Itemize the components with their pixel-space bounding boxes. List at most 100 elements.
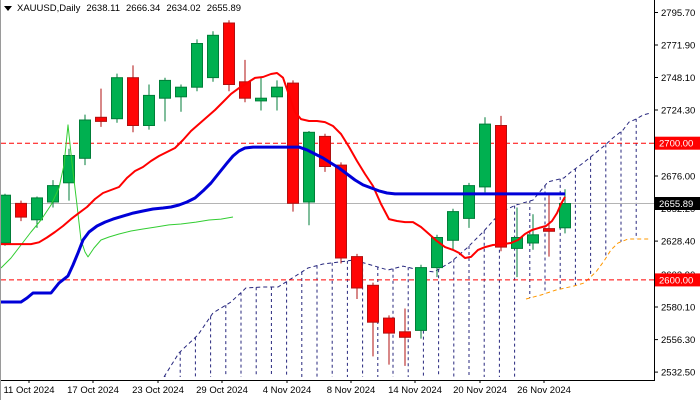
- candle-bearish: [495, 115, 507, 252]
- candle-body: [15, 202, 27, 218]
- current-price-badge-box: [655, 197, 700, 210]
- candle-body: [223, 22, 235, 85]
- candle-bearish: [15, 200, 27, 222]
- ohlc-open: 2638.11: [86, 2, 120, 14]
- candle-body: [479, 123, 491, 188]
- candle-body: [399, 331, 411, 338]
- candle-bearish: [239, 59, 251, 103]
- ohlc-close: 2655.89: [206, 2, 242, 14]
- candle-bearish: [95, 88, 107, 127]
- candle-body: [271, 86, 283, 98]
- time-tick-label: 29 Oct 2024: [196, 385, 248, 396]
- candle-body: [239, 81, 251, 99]
- chikou-span-line: [1, 124, 234, 269]
- price-tick-label: 2748.10: [661, 73, 695, 84]
- current-price-badge-text: 2655.89: [659, 199, 693, 210]
- candle-body: [303, 131, 315, 203]
- price-level-badge-260000-text: 2600.00: [659, 275, 693, 286]
- price-level-badge-270000-text: 2700.00: [659, 139, 693, 150]
- candle-body: [143, 94, 155, 127]
- candle-bearish: [351, 253, 363, 299]
- candle-bullish: [1, 193, 11, 246]
- price-tick-label: 2628.40: [661, 237, 695, 248]
- candle-bearish: [127, 65, 139, 133]
- tenkan-sen-line: [1, 72, 566, 259]
- time-tick-label: 11 Oct 2024: [3, 385, 54, 396]
- candle-body: [1, 194, 11, 244]
- candle-bullish: [31, 196, 43, 228]
- ichimoku-cloud-hatch: [164, 118, 637, 377]
- candle-body: [543, 228, 555, 232]
- candle-bullish: [191, 39, 203, 92]
- candle-bearish: [335, 162, 347, 264]
- candle-body: [463, 185, 475, 219]
- candle-body: [447, 211, 459, 241]
- candle-body: [351, 256, 363, 289]
- candle-body: [127, 77, 139, 126]
- candle-body: [175, 86, 187, 98]
- candle-bullish: [271, 80, 283, 111]
- price-level-badge-270000: 2700.00: [655, 136, 700, 150]
- candle-body: [319, 135, 331, 167]
- price-level-badge-260000-box: [655, 273, 700, 287]
- candle-bullish: [175, 84, 187, 112]
- candle-body: [79, 119, 91, 159]
- price-tick-label: 2580.10: [661, 303, 695, 314]
- candle-body: [415, 267, 427, 331]
- candle-body: [431, 237, 443, 269]
- current-price-badge: 2655.89: [655, 197, 700, 210]
- candle-body: [207, 34, 219, 79]
- candle-bearish: [319, 133, 331, 172]
- candle-bullish: [79, 114, 91, 166]
- candle-bullish: [447, 208, 459, 250]
- candle-body: [31, 197, 43, 221]
- candle-bullish: [303, 131, 315, 226]
- symbol-marker-icon: [4, 5, 12, 11]
- price-tick-label: 2771.90: [661, 41, 695, 52]
- time-tick-label: 20 Nov 2024: [453, 385, 507, 396]
- candle-bullish: [111, 73, 123, 123]
- candle-body: [191, 43, 203, 88]
- ohlc-high: 2666.34: [126, 2, 161, 14]
- candle-body: [367, 284, 379, 323]
- candle-body: [287, 82, 299, 204]
- time-tick-label: 17 Oct 2024: [67, 385, 119, 396]
- kijun-sen-line: [1, 145, 565, 304]
- time-tick-label: 14 Nov 2024: [388, 385, 442, 396]
- time-tick-label: 26 Nov 2024: [517, 385, 571, 396]
- candle-bearish: [383, 315, 395, 365]
- candle-bullish: [159, 77, 171, 122]
- time-tick-label: 23 Oct 2024: [132, 385, 184, 396]
- candle-bullish: [47, 180, 59, 208]
- candle-bullish: [255, 77, 267, 111]
- price-tick-label: 2795.70: [661, 8, 695, 19]
- candle-body: [383, 317, 395, 334]
- candle-body: [255, 97, 267, 102]
- price-tick-label: 2724.30: [661, 106, 695, 117]
- ohlc-low: 2634.02: [166, 2, 201, 14]
- price-tick-label: 2556.30: [661, 335, 695, 346]
- candle-bullish: [479, 117, 491, 193]
- candle-bearish: [399, 308, 411, 366]
- candle-body: [335, 164, 347, 259]
- symbol-period-label: XAUUSD,Daily: [17, 2, 81, 14]
- price-level-badge-260000: 2600.00: [655, 273, 700, 287]
- candle-body: [495, 125, 507, 248]
- candle-body: [527, 234, 539, 244]
- price-level-badge-270000-box: [655, 136, 700, 150]
- candle-bullish: [143, 84, 155, 130]
- candle-body: [47, 185, 59, 203]
- candles-layer: [1, 20, 571, 366]
- candle-bullish: [527, 214, 539, 250]
- candle-bullish: [559, 189, 571, 234]
- candle-body: [95, 116, 107, 122]
- chart-title-bar: XAUUSD,Daily 2638.11 2666.34 2634.02 265…: [4, 2, 247, 14]
- candle-bearish: [367, 282, 379, 357]
- candle-body: [159, 79, 171, 99]
- candle-body: [111, 77, 123, 120]
- candle-body: [559, 203, 571, 229]
- time-tick-label: 4 Nov 2024: [263, 385, 312, 396]
